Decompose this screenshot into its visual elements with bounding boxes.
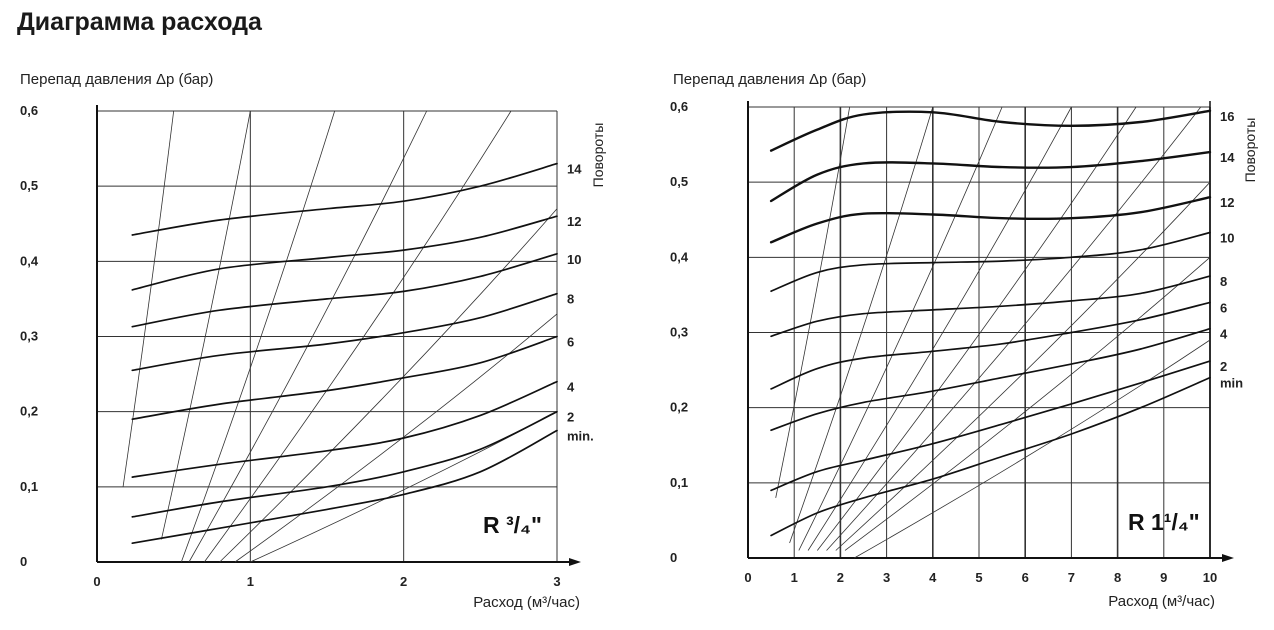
series-label: 10 — [1220, 231, 1234, 246]
series-label: 6 — [1220, 300, 1227, 315]
x-tick-label: 2 — [837, 570, 844, 585]
series-label: 14 — [1220, 150, 1235, 165]
series-line — [131, 162, 558, 236]
y-tick-label: 0,1 — [670, 475, 688, 490]
y-tick-label: 0,6 — [20, 103, 38, 118]
y-axis-label: Перепад давления Δp (бар) — [20, 71, 213, 88]
chart-1: Перепад давления Δp (бар) 0 0,1 0,2 0,3 0,4 0,… — [20, 71, 606, 611]
series-line — [131, 292, 558, 372]
series-label: 14 — [567, 162, 582, 177]
x-axis-arrow — [1222, 554, 1234, 562]
x-tick-label: 1 — [791, 570, 798, 585]
x-tick-label: 0 — [744, 570, 751, 585]
series-line — [770, 360, 1211, 492]
series-line — [131, 215, 558, 291]
series-label: 12 — [567, 214, 581, 229]
guide-line — [234, 313, 558, 563]
chart-2: Перепад давления Δp (бар) 0 0,1 0,2 0,3 0,4 0,… — [670, 71, 1258, 610]
series-line — [769, 150, 1212, 203]
side-label: Повороты — [590, 123, 606, 188]
pipe-size-badge: R 1¹/₄" — [1128, 509, 1200, 535]
series-label: 2 — [567, 410, 574, 425]
x-tick-label: 3 — [553, 574, 560, 589]
guide-line — [775, 106, 851, 498]
x-axis-label: Расход (м³/час) — [473, 594, 580, 611]
y-tick-label: 0,6 — [670, 99, 688, 114]
series-label: 2 — [1220, 359, 1227, 374]
x-tick-label: 9 — [1160, 570, 1167, 585]
y-tick-label: 0,2 — [670, 400, 688, 415]
y-tick-label: 0,5 — [670, 174, 688, 189]
guide-line — [807, 106, 1072, 551]
series-label: min. — [567, 428, 594, 443]
guide-line — [180, 110, 336, 563]
y-tick-label: 0,3 — [670, 325, 688, 340]
series-label: 10 — [567, 252, 581, 267]
series-line — [769, 109, 1212, 152]
y-tick-label: 0,1 — [20, 479, 38, 494]
pipe-size-badge: R ³/₄" — [483, 512, 542, 538]
series-line — [131, 410, 558, 518]
x-tick-label: 7 — [1068, 570, 1075, 585]
x-tick-label: 1 — [247, 574, 254, 589]
x-tick-label: 10 — [1203, 570, 1217, 585]
guide-line — [122, 110, 175, 487]
guide-line — [789, 106, 934, 544]
y-tick-label: 0,4 — [20, 253, 39, 268]
guide-line — [161, 110, 251, 540]
guide-line — [826, 106, 1202, 551]
series-label: 4 — [1220, 327, 1228, 342]
series-line — [769, 196, 1212, 244]
x-tick-label: 5 — [975, 570, 982, 585]
x-axis-arrow — [569, 558, 581, 566]
series-line — [131, 380, 558, 478]
series-line — [131, 429, 558, 545]
y-tick-label: 0,4 — [670, 249, 689, 264]
series-line — [770, 327, 1211, 432]
series-label: 12 — [1220, 195, 1234, 210]
page-title: Диаграмма расхода — [17, 8, 262, 36]
x-tick-label: 3 — [883, 570, 890, 585]
y-tick-label: 0,5 — [20, 178, 38, 193]
y-tick-label: 0,3 — [20, 329, 38, 344]
series-label: 6 — [567, 335, 574, 350]
series-line — [770, 275, 1211, 338]
guide-line — [188, 110, 428, 563]
series-line — [131, 335, 558, 421]
guide-line — [798, 106, 1003, 551]
x-tick-label: 4 — [929, 570, 937, 585]
guide-line — [844, 257, 1211, 551]
x-tick-label: 0 — [93, 574, 100, 589]
series-line — [770, 301, 1211, 390]
guide-line — [835, 181, 1211, 551]
guide-line — [219, 208, 558, 563]
x-tick-label: 8 — [1114, 570, 1121, 585]
y-tick-label: 0,2 — [20, 404, 38, 419]
series-label: min — [1220, 376, 1243, 391]
x-tick-label: 2 — [400, 574, 407, 589]
series-line — [131, 252, 558, 328]
series-label: 4 — [567, 380, 575, 395]
side-label: Повороты — [1242, 118, 1258, 183]
series-label: 8 — [1220, 274, 1227, 289]
y-tick-label: 0 — [670, 550, 677, 565]
y-tick-label: 0 — [20, 554, 27, 569]
x-tick-label: 6 — [1022, 570, 1029, 585]
series-line — [770, 376, 1211, 537]
guide-line — [854, 339, 1211, 559]
x-axis-label: Расход (м³/час) — [1108, 593, 1215, 610]
y-axis-label: Перепад давления Δp (бар) — [673, 71, 866, 88]
series-label: 16 — [1220, 109, 1234, 124]
series-label: 8 — [567, 292, 574, 307]
series-line — [770, 231, 1211, 293]
